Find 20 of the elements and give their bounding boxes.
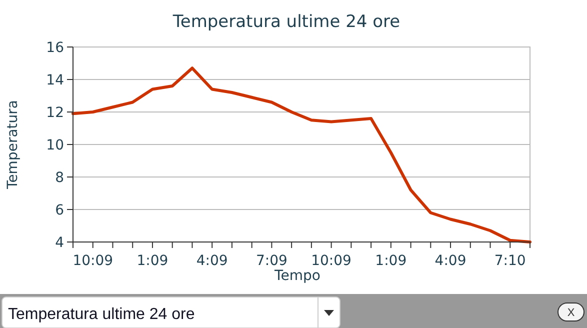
y-tick-label: 16 — [46, 40, 64, 56]
chart-title: Temperatura ultime 24 ore — [172, 12, 400, 32]
x-tick-label: 4:09 — [196, 253, 228, 269]
y-tick-label: 6 — [55, 202, 64, 218]
x-tick-label: 10:09 — [311, 253, 352, 269]
y-tick-label: 12 — [46, 104, 64, 121]
x-tick-label: 4:09 — [434, 253, 466, 269]
x-tick-label: 7:09 — [256, 253, 288, 269]
x-tick-label: 7:10 — [494, 253, 526, 269]
y-tick-label: 10 — [46, 137, 64, 154]
x-tick-label: 10:09 — [72, 253, 114, 269]
y-tick-label: 8 — [55, 170, 64, 186]
dropdown-field: Temperatura ultime 24 ore — [2, 296, 340, 328]
x-axis-title: Tempo — [274, 268, 320, 284]
y-tick-label: 4 — [55, 234, 64, 251]
x-tick-label: 1:09 — [375, 253, 407, 269]
y-axis-title: Temperatura — [5, 100, 21, 190]
x-tick-label: 1:09 — [136, 253, 168, 269]
close-button: X — [558, 302, 584, 322]
y-tick-label: 14 — [46, 72, 64, 88]
